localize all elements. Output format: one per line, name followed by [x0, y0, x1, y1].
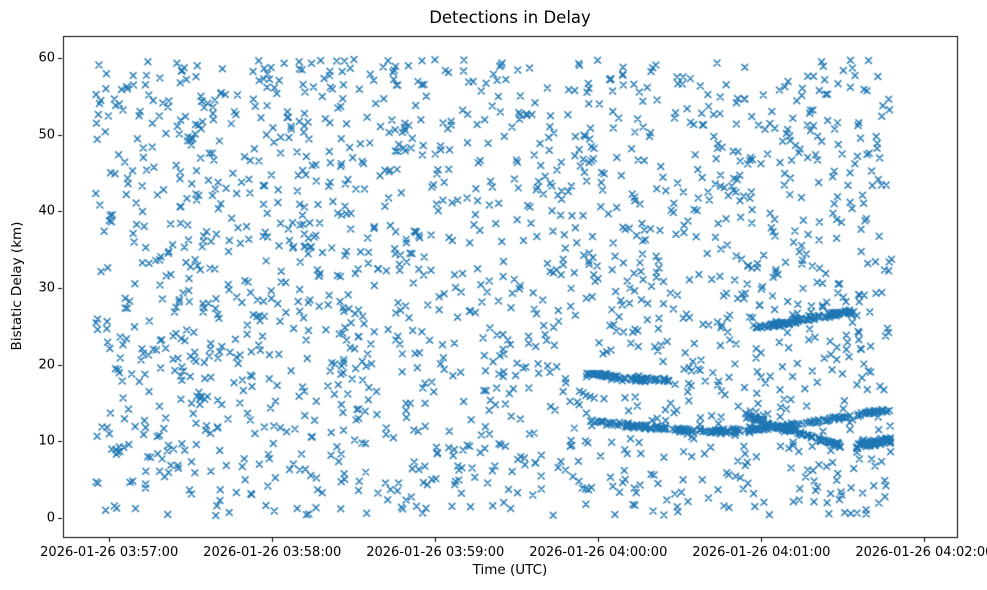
x-axis-label: Time (UTC) — [472, 562, 548, 578]
y-tick-label: 60 — [38, 50, 55, 66]
x-tick-label: 2026-01-26 04:00:00 — [529, 545, 668, 560]
y-tick-label: 10 — [38, 433, 55, 449]
y-tick-label: 40 — [38, 203, 55, 219]
x-tick-label: 2026-01-26 03:59:00 — [366, 545, 505, 560]
chart-title: Detections in Delay — [429, 8, 591, 27]
y-tick-label: 50 — [38, 127, 55, 143]
y-axis-label: Bistatic Delay (km) — [9, 221, 25, 351]
y-tick-label: 20 — [38, 357, 55, 373]
x-tick-label: 2026-01-26 03:57:00 — [40, 545, 179, 560]
x-tick-label: 2026-01-26 04:02:00 — [855, 545, 987, 560]
x-tick-label: 2026-01-26 03:58:00 — [203, 545, 342, 560]
x-tick-label: 2026-01-26 04:01:00 — [692, 545, 831, 560]
y-tick-label: 0 — [46, 510, 55, 526]
y-tick-label: 30 — [38, 280, 55, 296]
